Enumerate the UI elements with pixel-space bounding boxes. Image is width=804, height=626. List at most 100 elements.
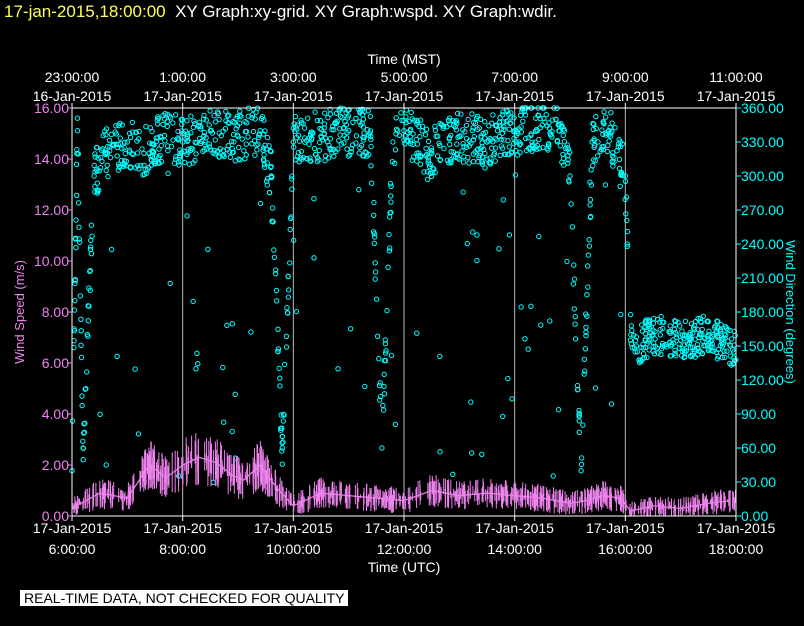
- wind-direction-point: [92, 189, 98, 195]
- wind-direction-point: [404, 138, 410, 144]
- wind-direction-point: [89, 233, 95, 239]
- wind-direction-point: [618, 170, 624, 176]
- wind-direction-point: [99, 146, 106, 152]
- wind-direction-point: [360, 116, 367, 122]
- wind-direction-point: [117, 140, 124, 147]
- wind-direction-point: [170, 120, 176, 126]
- wind-direction-point: [226, 112, 232, 118]
- wind-direction-point: [261, 164, 268, 171]
- wind-direction-point: [448, 160, 454, 166]
- wind-direction-point: [560, 132, 566, 139]
- wind-direction-point: [339, 115, 345, 121]
- wind-direction-point: [384, 307, 390, 314]
- wind-direction-point: [719, 354, 725, 361]
- wind-direction-point: [102, 128, 108, 134]
- wind-direction-point: [593, 113, 599, 120]
- wind-direction-point: [500, 413, 506, 420]
- wind-direction-point: [229, 149, 236, 156]
- wind-direction-point: [565, 152, 571, 158]
- wind-direction-point: [201, 112, 207, 119]
- wind-direction-point: [537, 125, 543, 131]
- wind-direction-point: [356, 187, 362, 193]
- wind-direction-point: [634, 349, 640, 355]
- wind-direction-point: [646, 317, 652, 323]
- wind-direction-point: [218, 132, 225, 139]
- wind-direction-point: [362, 149, 368, 155]
- wind-direction-point: [553, 116, 559, 123]
- wind-direction-point: [114, 153, 120, 159]
- wind-direction-point: [399, 117, 405, 124]
- wind-direction-point: [432, 123, 438, 130]
- wind-direction-point: [694, 342, 701, 348]
- wind-direction-point: [343, 122, 349, 128]
- wind-direction-point: [402, 133, 408, 139]
- wind-direction-point: [468, 140, 474, 146]
- wind-direction-point: [343, 110, 349, 116]
- wind-direction-point: [513, 132, 519, 139]
- wind-direction-point: [424, 169, 431, 175]
- right-tick-label: 0.00: [741, 508, 768, 524]
- wind-direction-point: [236, 144, 242, 151]
- wind-direction-point: [387, 181, 394, 187]
- wind-direction-point: [256, 134, 262, 141]
- wind-direction-point: [706, 340, 712, 347]
- wind-direction-point: [134, 150, 141, 156]
- wind-direction-point: [264, 178, 270, 184]
- top-tick-date: 17-Jan-2015: [586, 88, 665, 104]
- wind-direction-point: [474, 232, 480, 238]
- wind-direction-point: [590, 120, 596, 127]
- wind-direction-point: [190, 124, 197, 131]
- wind-direction-point: [77, 293, 84, 299]
- wind-direction-point: [657, 326, 663, 333]
- wind-direction-point: [224, 322, 230, 328]
- wind-direction-point: [261, 152, 267, 158]
- wind-direction-point: [200, 148, 206, 155]
- wind-direction-point: [371, 212, 377, 219]
- wind-direction-point: [372, 234, 378, 240]
- wind-direction-point: [223, 118, 229, 124]
- wind-direction-point: [74, 115, 81, 121]
- top-tick-date: 17-Jan-2015: [365, 88, 444, 104]
- left-tick-label: 2.00: [42, 457, 69, 473]
- wind-direction-point: [379, 445, 385, 451]
- wind-direction-point: [599, 144, 605, 150]
- wind-direction-point: [255, 141, 261, 147]
- wind-direction-point: [254, 147, 260, 153]
- wind-direction-point: [217, 146, 223, 152]
- wind-direction-point: [447, 141, 453, 148]
- wind-direction-point: [237, 157, 243, 163]
- wind-direction-point: [371, 240, 377, 247]
- wind-direction-point: [177, 150, 183, 157]
- wind-direction-point: [211, 113, 217, 119]
- wind-direction-point: [106, 137, 113, 144]
- wind-direction-point: [489, 145, 495, 151]
- wind-direction-point: [723, 324, 729, 330]
- wind-direction-point: [337, 113, 344, 120]
- wind-direction-point: [437, 157, 444, 163]
- wind-direction-point: [387, 210, 393, 216]
- wind-direction-point: [655, 350, 661, 356]
- wind-direction-point: [347, 152, 353, 158]
- wind-direction-point: [668, 341, 675, 348]
- right-tick-label: 150.00: [741, 338, 784, 354]
- wind-direction-point: [219, 152, 226, 159]
- wind-direction-point: [659, 340, 666, 347]
- wind-direction-point: [368, 136, 374, 143]
- wind-direction-point: [536, 136, 542, 143]
- wind-direction-point: [487, 161, 493, 167]
- wind-direction-point: [234, 132, 241, 138]
- wind-direction-point: [367, 130, 373, 137]
- wind-direction-point: [615, 144, 621, 150]
- wind-direction-point: [478, 135, 484, 141]
- wind-direction-point: [132, 165, 139, 171]
- wind-direction-point: [476, 125, 482, 131]
- wind-direction-point: [139, 146, 145, 152]
- wind-direction-point: [381, 391, 388, 397]
- wind-direction-point: [465, 116, 471, 123]
- wind-direction-point: [263, 146, 270, 152]
- wind-direction-point: [522, 112, 529, 118]
- wind-direction-point: [278, 425, 284, 431]
- wind-direction-point: [576, 410, 582, 417]
- wind-direction-point: [269, 219, 276, 225]
- wind-direction-point: [277, 375, 283, 381]
